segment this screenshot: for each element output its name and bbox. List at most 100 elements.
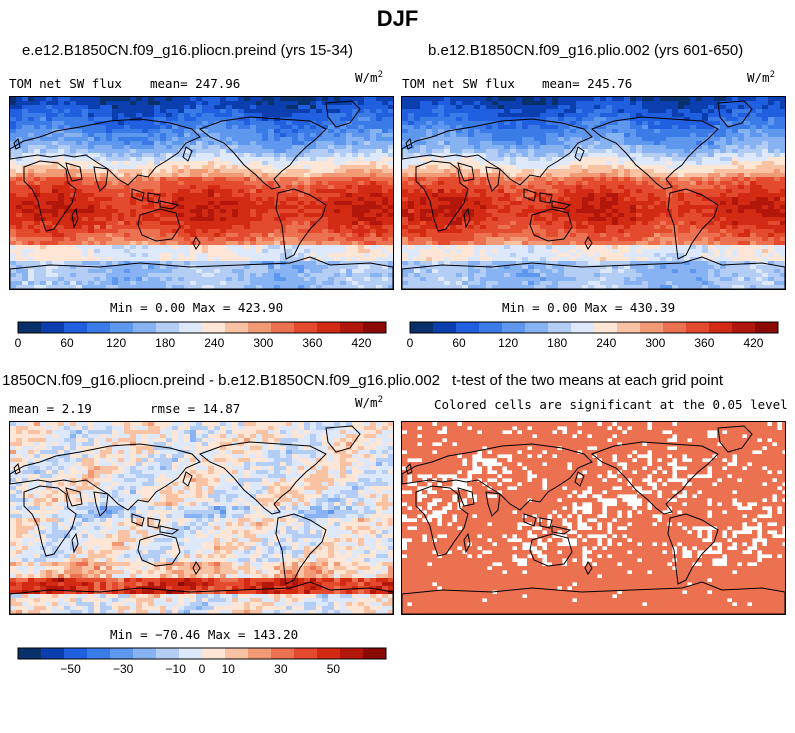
map-cell [268,145,275,150]
map-cell [678,105,685,110]
map-cell [316,177,323,182]
map-cell [346,105,353,110]
map-cell [606,117,613,122]
map-cell [208,233,215,238]
map-cell [160,257,167,262]
map-cell [504,189,511,194]
map-cell [328,101,335,106]
map-cell [190,141,197,146]
map-cell [474,97,481,102]
map-cell [94,285,101,289]
map-cell [358,101,365,106]
map-cell [582,189,589,194]
map-cell [408,201,415,206]
map-cell [720,117,727,122]
map-cell [190,117,197,122]
map-cell [364,245,371,250]
map-cell [340,101,347,106]
map-cell [22,101,29,106]
map-cell [106,261,113,266]
map-cell [202,133,209,138]
map-cell [606,209,613,214]
map-cell [552,169,559,174]
map-cell [462,129,469,134]
map-cell [732,169,739,174]
map-cell [52,137,59,142]
map-cell [388,261,393,266]
map-cell [468,121,475,126]
map-cell [570,101,577,106]
map-cell [370,229,377,234]
map-cell [196,229,203,234]
map-cell [450,141,457,146]
map-cell [444,209,451,214]
map-cell [376,245,383,250]
map-cell [166,265,173,270]
map-cell [450,145,457,150]
map-cell [76,257,83,262]
map-cell [196,217,203,222]
map-cell [388,173,393,178]
map-cell [388,213,393,218]
map-cell [762,113,769,118]
map-cell [130,129,137,134]
map-cell [166,229,173,234]
map-cell [714,105,721,110]
map-cell [82,209,89,214]
map-cell [256,249,263,254]
map-cell [148,129,155,134]
map-cell [510,145,517,150]
map-cell [750,185,757,190]
map-cell [64,257,71,262]
map-cell [76,281,83,286]
map-cell [322,221,329,226]
map-cell [106,229,113,234]
map-cell [432,189,439,194]
map-cell [408,209,415,214]
map-cell [696,177,703,182]
map-cell [148,169,155,174]
map-cell [388,273,393,278]
map-cell [244,229,251,234]
map-cell [504,129,511,134]
map-cell [130,213,137,218]
map-cell [262,129,269,134]
map-cell [160,209,167,214]
map-cell [756,201,763,206]
map-cell [756,129,763,134]
map-cell [352,97,359,102]
map-cell [196,265,203,270]
map-cell [310,237,317,242]
map-cell [504,141,511,146]
map-cell [370,165,377,170]
map-cell [40,129,47,134]
map-cell [136,269,143,274]
map-cell [136,157,143,162]
map-cell [286,141,293,146]
map-cell [256,265,263,270]
map-cell [316,229,323,234]
map-cell [160,157,167,162]
map-cell [118,209,125,214]
map-cell [46,285,53,289]
panel1-colorbar-tick-label: 420 [351,336,371,350]
map-cell [552,189,559,194]
map-cell [298,181,305,186]
map-cell [376,109,383,114]
map-cell [762,189,769,194]
panel1-map-svg [10,97,393,289]
map-cell [166,129,173,134]
map-cell [64,133,71,138]
map-cell [304,237,311,242]
map-cell [750,133,757,138]
map-cell [160,217,167,222]
map-cell [34,125,41,130]
map-cell [154,181,161,186]
map-cell [40,233,47,238]
map-cell [456,213,463,218]
map-cell [690,181,697,186]
map-cell [136,181,143,186]
map-cell [462,181,469,186]
map-cell [46,205,53,210]
map-cell [564,141,571,146]
